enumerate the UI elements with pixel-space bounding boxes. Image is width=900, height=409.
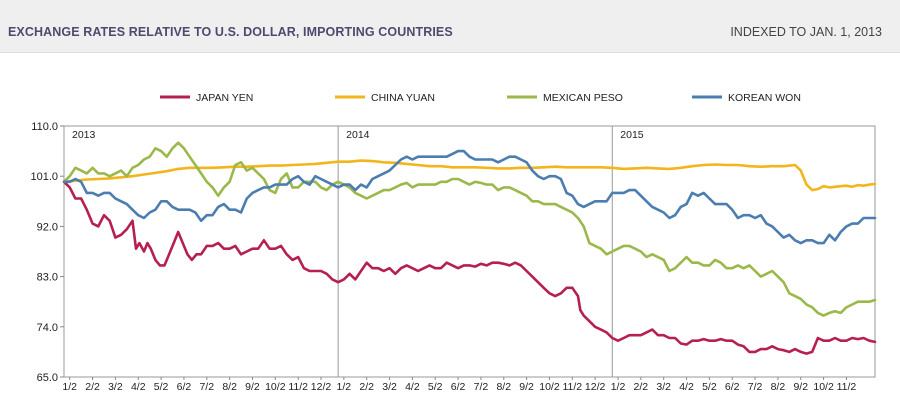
legend-label-mexican-peso: MEXICAN PESO <box>543 92 623 104</box>
x-tick-label: 6/2 <box>725 381 740 393</box>
x-tick-label: 1/2 <box>611 381 626 393</box>
y-tick-label: 74.0 <box>37 322 58 334</box>
x-tick-label: 12/2 <box>311 381 332 393</box>
x-tick-label: 5/2 <box>154 381 169 393</box>
x-tick-label: 3/2 <box>108 381 123 393</box>
x-tick-label: 8/2 <box>222 381 237 393</box>
series-line-korean-won <box>62 149 877 245</box>
x-tick-label: 5/2 <box>702 381 717 393</box>
x-tick-label: 4/2 <box>131 381 146 393</box>
x-tick-label: 2/2 <box>359 381 374 393</box>
x-tick-label: 4/2 <box>679 381 694 393</box>
x-tick-label: 9/2 <box>519 381 534 393</box>
x-tick-label: 11/2 <box>837 381 857 393</box>
x-tick-label: 8/2 <box>771 381 786 393</box>
x-tick-label: 10/2 <box>813 381 834 393</box>
header-bar: EXCHANGE RATES RELATIVE TO U.S. DOLLAR, … <box>0 0 900 53</box>
x-tick-label: 1/2 <box>62 381 77 393</box>
x-tick-label: 7/2 <box>748 381 763 393</box>
chart-subtitle: INDEXED TO JAN. 1, 2013 <box>730 25 882 39</box>
x-tick-label: 11/2 <box>562 381 582 393</box>
x-tick-label: 8/2 <box>496 381 511 393</box>
x-tick-label: 4/2 <box>405 381 420 393</box>
y-tick-label: 92.0 <box>37 221 58 233</box>
chart-axes: 110.0 101.0 92.0 83.0 74.0 65.0 2013 2014 2015 1/… <box>30 121 876 393</box>
y-tick-label: 101.0 <box>30 171 58 183</box>
legend-label-japan-yen: JAPAN YEN <box>196 92 253 104</box>
y-tick-label: 65.0 <box>37 372 58 384</box>
x-tick-label: 1/2 <box>337 381 352 393</box>
series-line-mexican-peso <box>62 141 877 317</box>
x-tick-label: 10/2 <box>539 381 560 393</box>
x-tick-label: 2/2 <box>634 381 649 393</box>
chart-title: EXCHANGE RATES RELATIVE TO U.S. DOLLAR, … <box>8 25 453 39</box>
x-tick-label: 3/2 <box>382 381 397 393</box>
x-tick-label: 7/2 <box>199 381 214 393</box>
x-tick-label: 3/2 <box>656 381 671 393</box>
year-label: 2014 <box>346 129 370 141</box>
series-line-china-yuan <box>62 159 877 192</box>
y-tick-label: 110.0 <box>31 121 58 133</box>
x-tick-label: 10/2 <box>265 381 286 393</box>
x-tick-label: 6/2 <box>177 381 192 393</box>
x-tick-label: 2/2 <box>85 381 100 393</box>
year-label: 2013 <box>72 129 96 141</box>
x-tick-label: 5/2 <box>428 381 443 393</box>
year-label: 2015 <box>620 129 644 141</box>
legend: JAPAN YEN CHINA YUAN MEXICAN PESO KOREAN WO… <box>160 92 801 104</box>
chart-series <box>62 141 877 355</box>
legend-label-korean-won: KOREAN WON <box>728 92 801 104</box>
legend-label-china-yuan: CHINA YUAN <box>371 92 435 104</box>
series-line-japan-yen <box>62 180 877 355</box>
x-tick-label: 9/2 <box>245 381 260 393</box>
x-tick-label: 9/2 <box>793 381 808 393</box>
plot-frame <box>63 125 876 378</box>
x-tick-label: 12/2 <box>585 381 606 393</box>
x-tick-label: 11/2 <box>288 381 308 393</box>
x-tick-label: 7/2 <box>474 381 489 393</box>
x-tick-label: 6/2 <box>451 381 466 393</box>
y-tick-label: 83.0 <box>37 272 58 284</box>
